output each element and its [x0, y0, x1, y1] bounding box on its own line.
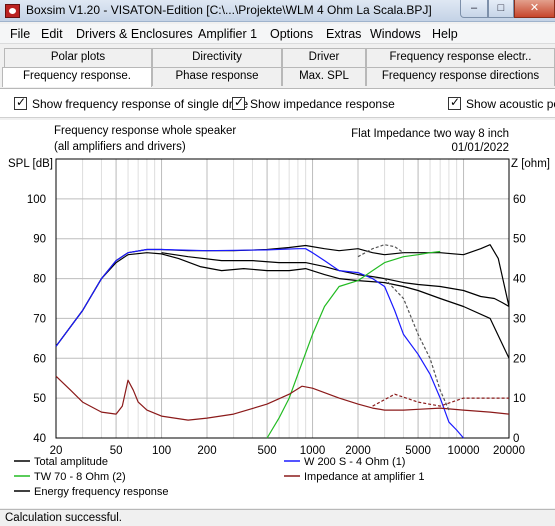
y2-tick-label: 0 [513, 433, 519, 445]
chart-area: Frequency response whole speaker (all am… [0, 120, 555, 508]
x-tick-label: 500 [257, 445, 276, 457]
x-tick-label: 2000 [345, 445, 371, 457]
status-bar: Calculation successful. [0, 509, 555, 526]
series-line-6 [372, 393, 509, 407]
checkbox-check-icon[interactable] [14, 95, 27, 110]
app-icon[interactable] [5, 4, 20, 18]
tab-row-bottom: Frequency response. Phase response Max. … [0, 67, 555, 87]
tab-phase-response[interactable]: Phase response [152, 67, 282, 86]
y-tick-label: 60 [33, 353, 46, 365]
acoustic-power-label: Show acoustic pow [466, 97, 555, 111]
menu-extras[interactable]: Extras [326, 27, 362, 41]
y-tick-label: 40 [33, 433, 46, 445]
tab-frequency-response-directions[interactable]: Frequency response directions [366, 67, 555, 86]
legend-label: Impedance at amplifier 1 [304, 471, 424, 483]
chart-subtitle: (all amplifiers and drivers) [54, 141, 186, 153]
menu-edit[interactable]: Edit [41, 27, 63, 41]
menu-bar: File Edit Drivers & Enclosures Amplifier… [0, 24, 555, 44]
y2-tick-label: 40 [513, 274, 526, 286]
tab-driver[interactable]: Driver [282, 48, 366, 67]
menu-options[interactable]: Options [270, 27, 314, 41]
chart-date: 01/01/2022 [451, 142, 509, 154]
tab-frequency-response[interactable]: Frequency response. [2, 67, 152, 87]
series-line-4 [266, 250, 441, 439]
plot-background [56, 159, 509, 438]
minimize-button[interactable]: – [460, 0, 488, 18]
y2-axis-label: Z [ohm] [511, 158, 550, 170]
x-tick-label: 20000 [493, 445, 525, 457]
series-line-5 [55, 375, 510, 421]
x-tick-label: 200 [197, 445, 216, 457]
legend-label: TW 70 - 8 Ohm (2) [34, 471, 126, 483]
impedance-checkbox[interactable]: Show impedance response [232, 95, 395, 111]
y-tick-label: 90 [33, 234, 46, 246]
acoustic-power-checkbox[interactable]: Show acoustic pow [448, 95, 555, 111]
x-tick-label: 50 [110, 445, 123, 457]
options-bar: Show frequency response of single drive … [0, 88, 555, 118]
checkbox-check-icon[interactable] [448, 95, 461, 110]
x-tick-label: 100 [152, 445, 171, 457]
window-title: Boxsim V1.20 - VISATON-Edition [C:\...\P… [26, 3, 432, 17]
menu-help[interactable]: Help [432, 27, 458, 41]
menu-drivers-enclosures[interactable]: Drivers & Enclosures [76, 27, 193, 41]
tab-row-top: Polar plots Directivity Driver Frequency… [0, 48, 555, 67]
series-line-2 [161, 252, 510, 308]
project-name: Flat Impedance two way 8 inch [351, 128, 509, 140]
y-tick-label: 50 [33, 393, 46, 405]
y-axis-label: SPL [dB] [8, 158, 53, 170]
checkbox-check-icon[interactable] [232, 95, 245, 110]
series-line-1 [55, 252, 510, 359]
series-line-8 [384, 278, 450, 411]
y2-tick-label: 20 [513, 353, 526, 365]
single-drive-checkbox[interactable]: Show frequency response of single drive [14, 95, 249, 111]
status-text: Calculation successful. [5, 512, 122, 524]
series-line-3 [55, 248, 464, 439]
menu-windows[interactable]: Windows [370, 27, 421, 41]
y-tick-label: 100 [27, 194, 46, 206]
tab-frequency-response-electrical[interactable]: Frequency response electr.. [366, 48, 555, 67]
tab-max-spl[interactable]: Max. SPL [282, 67, 366, 86]
legend-label: Total amplitude [34, 456, 108, 468]
single-drive-label: Show frequency response of single drive [32, 97, 249, 111]
close-button[interactable]: ✕ [514, 0, 555, 18]
y2-tick-label: 10 [513, 393, 526, 405]
plot-frame [55, 158, 510, 439]
tab-polar-plots[interactable]: Polar plots [4, 48, 152, 67]
legend-label: Energy frequency response [34, 486, 169, 498]
x-tick-label: 20 [50, 445, 63, 457]
maximize-button[interactable]: □ [488, 0, 514, 18]
series-line-7 [357, 244, 404, 258]
impedance-label: Show impedance response [250, 97, 395, 111]
chart-title: Frequency response whole speaker [54, 125, 237, 137]
legend-label: W 200 S - 4 Ohm (1) [304, 456, 405, 468]
tab-directivity[interactable]: Directivity [152, 48, 282, 67]
menu-file[interactable]: File [10, 27, 31, 41]
y2-tick-label: 50 [513, 234, 526, 246]
y-tick-label: 70 [33, 313, 46, 325]
x-tick-label: 1000 [300, 445, 326, 457]
x-tick-label: 5000 [405, 445, 431, 457]
y2-tick-label: 30 [513, 313, 526, 325]
title-bar: Boxsim V1.20 - VISATON-Edition [C:\...\P… [0, 0, 555, 22]
x-tick-label: 10000 [448, 445, 480, 457]
y2-tick-label: 60 [513, 194, 526, 206]
y-tick-label: 80 [33, 274, 46, 286]
menu-amplifier-1[interactable]: Amplifier 1 [198, 27, 258, 41]
